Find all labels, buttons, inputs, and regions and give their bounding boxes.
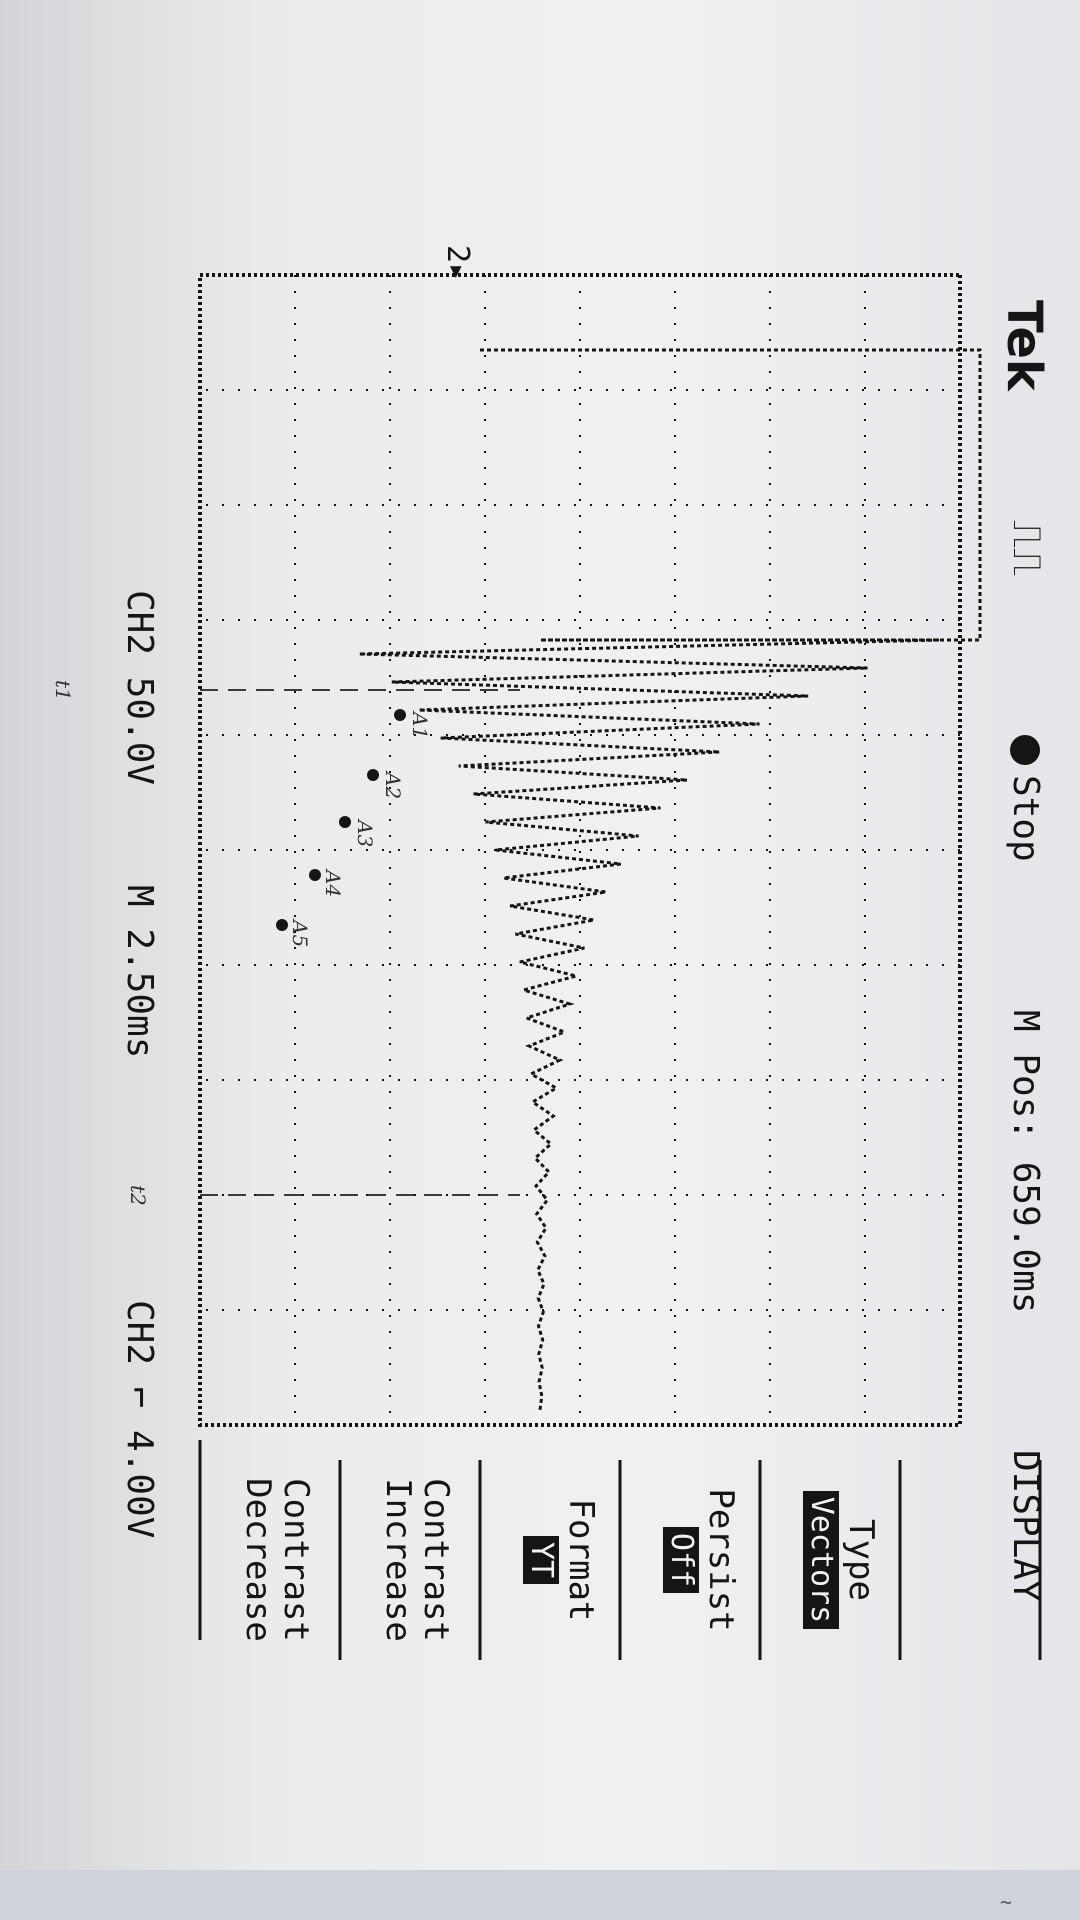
time-scale: M 2.50ms [119,885,160,1059]
format-label: Format [561,1498,601,1622]
type-label: Type [841,1519,881,1601]
channel-scale: CH2 50.0V [119,590,160,786]
persist-value: Off [663,1526,699,1594]
run-status: Stop [1005,775,1046,862]
type-button[interactable]: Type Vectors [803,1455,881,1665]
type-value: Vectors [803,1490,839,1630]
brand-logo: Tek [996,300,1052,391]
horizontal-position: M Pos: 659.0ms [1005,1010,1046,1314]
cursor-label-t1: t1 [51,680,75,701]
menu-separators [198,1440,1042,1660]
run-status-dot-icon [1010,735,1040,765]
pencil-cursors [200,689,520,1196]
persist-label: Persist [701,1488,741,1632]
peak-label-a3: A3 [353,820,377,848]
trigger-state-icon: ⎍⎍ [1004,520,1050,576]
peak-label-a1: A1 [408,712,432,740]
contrast-decrease-button[interactable]: Contrast Decrease [238,1478,316,1642]
peak-label-a5: A5 [288,920,312,948]
waveform-path [358,348,982,1411]
peak-label-a4: A4 [321,870,345,898]
peak-dots [276,709,406,931]
peak-label-a2: A2 [381,772,405,800]
waveform-trace [358,348,982,1411]
edge-scribble: ~ [1000,1890,1013,1914]
menu-title: DISPLAY [1005,1450,1046,1602]
contrast-increase-button[interactable]: Contrast Increase [378,1478,456,1642]
graticule-grid [200,275,960,1425]
trigger-level: CH2 ⌐ 4.00V [119,1300,160,1539]
format-value: YT [523,1535,559,1585]
desk-edge [0,1870,1080,1920]
channel-ground-marker: 2▸ [440,245,475,282]
persist-button[interactable]: Persist Off [663,1455,741,1665]
cursor-label-t2: t2 [126,1185,150,1206]
format-button[interactable]: Format YT [523,1455,601,1665]
